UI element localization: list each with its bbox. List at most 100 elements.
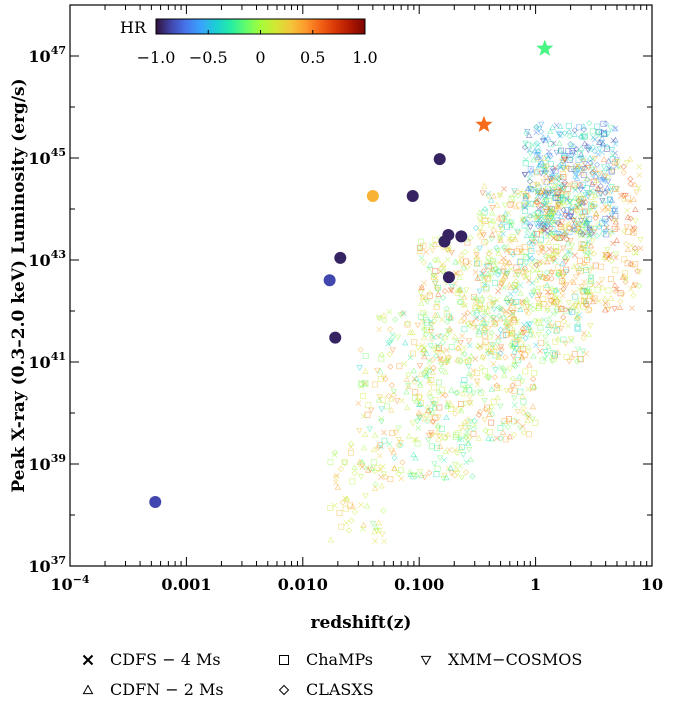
survey-point: [497, 192, 504, 198]
survey-point: [495, 271, 502, 278]
survey-point: [581, 165, 588, 172]
survey-point: [503, 245, 510, 252]
survey-point: [533, 231, 540, 238]
survey-point: [609, 152, 616, 159]
survey-point: [547, 297, 554, 304]
survey-point: [565, 248, 571, 255]
survey-point: [519, 298, 526, 305]
survey-point: [470, 425, 477, 432]
survey-point: [523, 309, 530, 315]
survey-point: [516, 373, 523, 380]
survey-point: [549, 226, 556, 233]
survey-point: [359, 525, 366, 532]
survey-point: [563, 282, 570, 289]
survey-point: [410, 367, 417, 374]
survey-point: [631, 249, 638, 256]
survey-point: [351, 470, 358, 477]
legend-marker-triangle-down: [420, 655, 432, 666]
survey-point: [423, 350, 430, 356]
survey-point: [544, 230, 551, 236]
survey-point: [527, 166, 534, 172]
survey-point: [525, 310, 532, 317]
survey-point: [476, 306, 484, 313]
survey-point: [577, 187, 585, 193]
survey-point: [601, 295, 609, 301]
survey-point: [476, 300, 483, 307]
colorbar: HR −1.0 −0.5 0 0.5 1.0: [120, 18, 378, 67]
survey-point: [585, 209, 592, 216]
survey-point: [380, 374, 387, 381]
survey-point: [605, 306, 612, 313]
survey-point: [521, 215, 528, 222]
survey-point: [494, 201, 501, 208]
survey-point: [460, 300, 468, 307]
survey-point: [505, 418, 512, 425]
survey-point: [569, 304, 576, 311]
survey-point: [337, 465, 344, 472]
survey-point: [416, 248, 423, 254]
survey-point: [377, 367, 384, 374]
survey-point: [576, 286, 583, 293]
survey-point: [555, 195, 561, 201]
survey-point: [553, 202, 560, 209]
survey-point: [524, 227, 531, 234]
survey-point: [442, 368, 449, 375]
survey-point: [557, 213, 564, 219]
survey-point: [568, 353, 575, 360]
survey-point: [430, 364, 437, 372]
survey-point: [581, 287, 588, 294]
survey-point: [432, 236, 439, 243]
survey-point: [497, 350, 504, 357]
survey-point: [576, 257, 583, 264]
survey-point: [472, 422, 478, 428]
survey-point: [535, 320, 542, 327]
survey-point: [550, 356, 557, 362]
survey-point: [596, 177, 604, 184]
survey-point: [571, 194, 579, 201]
survey-point: [485, 250, 492, 257]
survey-point: [540, 179, 547, 185]
survey-point: [606, 201, 613, 208]
survey-point: [489, 301, 496, 308]
survey-point: [480, 221, 487, 227]
survey-point: [428, 377, 435, 383]
survey-point: [390, 388, 398, 395]
survey-point: [617, 290, 624, 297]
survey-point: [474, 342, 482, 349]
survey-point: [596, 171, 603, 178]
survey-point: [569, 225, 576, 232]
survey-point: [360, 444, 368, 451]
survey-point: [356, 365, 363, 371]
colorbar-label: HR: [120, 18, 147, 37]
survey-point: [488, 386, 495, 392]
survey-point: [372, 538, 379, 544]
survey-point: [524, 417, 531, 424]
survey-point: [567, 336, 575, 343]
survey-point: [558, 225, 565, 232]
survey-point: [423, 299, 431, 306]
survey-point: [554, 335, 562, 342]
survey-point: [464, 239, 471, 246]
survey-point: [621, 272, 628, 279]
survey-point: [385, 341, 391, 347]
survey-point: [471, 294, 477, 301]
survey-point: [411, 437, 418, 443]
survey-point: [468, 320, 475, 327]
survey-point: [601, 173, 609, 180]
survey-point: [465, 440, 472, 446]
survey-point: [447, 405, 454, 412]
survey-point: [373, 527, 380, 534]
survey-point: [475, 434, 482, 441]
survey-point: [591, 156, 599, 162]
survey-point: [601, 306, 609, 313]
survey-point: [610, 137, 617, 144]
survey-point: [543, 173, 550, 180]
survey-point: [602, 178, 609, 185]
survey-point: [626, 155, 634, 162]
survey-point: [549, 298, 557, 305]
survey-point: [417, 290, 424, 297]
survey-point: [470, 293, 477, 300]
survey-point: [493, 382, 500, 389]
survey-point: [571, 127, 578, 134]
survey-point: [461, 326, 468, 333]
